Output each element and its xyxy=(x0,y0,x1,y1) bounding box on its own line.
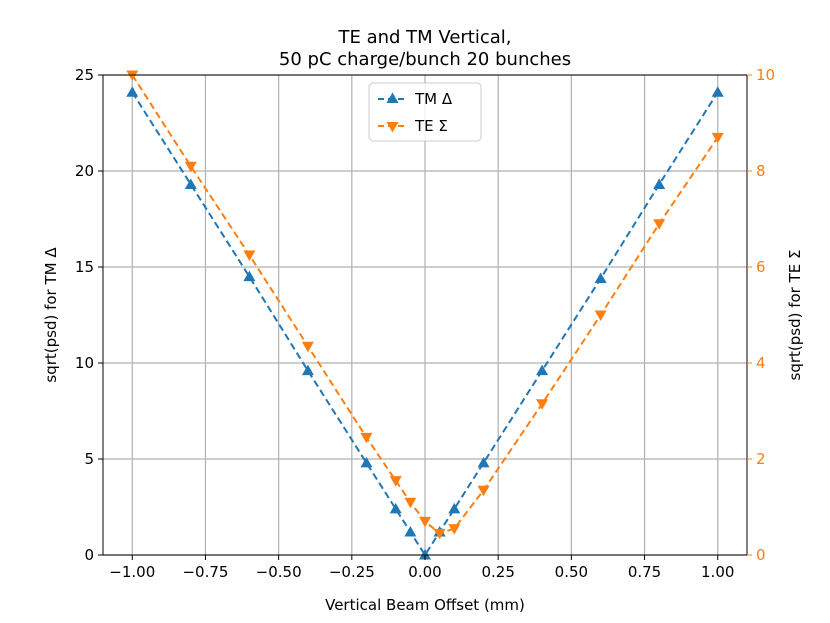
x-tick-label: −0.25 xyxy=(329,563,375,581)
x-axis-label: Vertical Beam Offset (mm) xyxy=(325,596,525,614)
data-point-tm xyxy=(126,86,139,97)
data-point-tm xyxy=(301,364,314,376)
data-point-tm xyxy=(389,502,402,514)
data-point-te xyxy=(301,341,314,353)
y-left-tick-label: 25 xyxy=(75,66,94,84)
legend-label-te: TE Σ xyxy=(414,117,448,135)
data-point-tm xyxy=(536,364,549,376)
x-tick-label: 0.50 xyxy=(555,563,588,581)
data-point-te xyxy=(653,219,666,230)
data-point-te xyxy=(433,528,446,540)
x-tick-label: −1.00 xyxy=(109,563,155,581)
legend: TM Δ TE Σ xyxy=(368,82,482,142)
y-right-tick-label: 0 xyxy=(756,546,766,564)
x-tick-label: −0.50 xyxy=(256,563,302,581)
y-right-tick-label: 6 xyxy=(756,258,766,276)
data-point-te xyxy=(536,399,549,410)
legend-marker-te xyxy=(386,122,399,133)
data-point-te xyxy=(184,161,197,173)
y-left-tick-label: 5 xyxy=(84,450,94,468)
data-point-tm xyxy=(184,178,197,189)
x-tick-label: 0.25 xyxy=(481,563,514,581)
legend-label-tm: TM Δ xyxy=(414,90,453,108)
y-axis-right: 0 2 4 6 8 10 xyxy=(747,66,775,564)
series-layer xyxy=(126,70,724,560)
data-point-te xyxy=(448,524,461,535)
data-point-tm xyxy=(360,456,373,468)
data-point-te xyxy=(360,432,373,444)
x-axis: −1.00 −0.75 −0.50 −0.25 0.00 0.25 0.50 0.75 1.00 xyxy=(109,555,734,581)
x-tick-label: 0.75 xyxy=(628,563,661,581)
y-left-tick-label: 15 xyxy=(75,258,94,276)
data-point-tm xyxy=(653,178,666,189)
data-point-tm xyxy=(419,549,431,560)
y-left-tick-label: 10 xyxy=(75,354,94,372)
data-point-te xyxy=(243,250,256,261)
data-point-te xyxy=(389,476,402,487)
legend-marker-tm xyxy=(386,92,399,103)
x-tick-label: −0.75 xyxy=(182,563,228,581)
data-point-te xyxy=(711,132,724,144)
y-axis-left: 0 5 10 15 20 25 xyxy=(75,66,103,564)
x-tick-label: 1.00 xyxy=(701,563,734,581)
chart-title-line1: TE and TM Vertical, xyxy=(337,27,511,48)
x-tick-label: 0.00 xyxy=(408,563,441,581)
data-point-te xyxy=(404,497,417,509)
data-point-tm xyxy=(477,456,490,468)
y-right-tick-label: 2 xyxy=(756,450,766,468)
series-line-tm xyxy=(131,91,719,557)
y-right-tick-label: 4 xyxy=(756,354,766,372)
data-point-tm xyxy=(243,270,256,282)
y-axis-left-label: sqrt(psd) for TM Δ xyxy=(42,247,60,383)
data-point-tm xyxy=(711,86,724,97)
y-right-tick-label: 8 xyxy=(756,162,766,180)
chart-title-line2: 50 pC charge/bunch 20 bunches xyxy=(279,49,571,70)
y-left-tick-label: 0 xyxy=(84,546,94,564)
data-point-te xyxy=(419,516,431,528)
data-point-tm xyxy=(448,502,461,514)
data-point-tm xyxy=(594,272,607,284)
data-point-te xyxy=(477,485,490,497)
data-point-tm xyxy=(404,525,417,537)
data-point-te xyxy=(126,70,139,81)
legend-box xyxy=(368,82,482,142)
data-point-te xyxy=(594,310,607,321)
y-right-tick-label: 10 xyxy=(756,66,775,84)
y-axis-right-label: sqrt(psd) for TE Σ xyxy=(786,250,804,381)
y-left-tick-label: 20 xyxy=(75,162,94,180)
